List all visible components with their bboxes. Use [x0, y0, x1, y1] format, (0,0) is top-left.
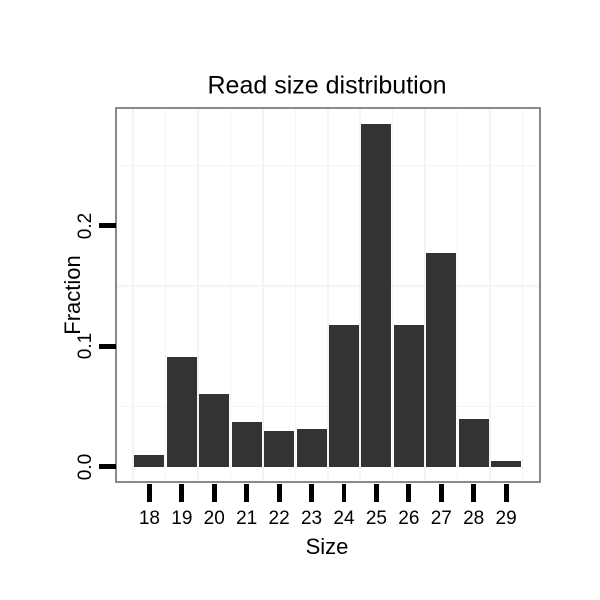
x-tick-25: [374, 484, 379, 502]
x-tick-label-27: 27: [430, 508, 452, 529]
x-tick-19: [179, 484, 185, 502]
minor-gridline-vertical: [521, 108, 524, 481]
bar-28: [458, 418, 489, 467]
x-tick-label-29: 29: [495, 508, 517, 529]
plot-panel: [114, 106, 541, 483]
minor-gridline-horizontal: [116, 285, 539, 287]
bar-25: [361, 124, 392, 467]
bar-27: [426, 253, 457, 467]
minor-gridline-horizontal: [116, 405, 539, 408]
x-axis-title: Size: [305, 534, 349, 559]
y-tick-0.1: [99, 343, 116, 349]
bar-29: [491, 460, 522, 467]
minor-gridline-vertical: [262, 108, 264, 481]
minor-gridline-vertical: [424, 108, 426, 481]
y-tick-0.0: [99, 464, 116, 470]
minor-gridline-vertical: [456, 108, 459, 481]
x-tick-label-19: 19: [171, 508, 193, 529]
x-tick-label-26: 26: [398, 508, 420, 529]
bar-22: [264, 430, 295, 467]
x-tick-18: [147, 484, 152, 502]
x-tick-label-18: 18: [138, 508, 160, 529]
x-tick-label-28: 28: [463, 508, 485, 529]
x-tick-label-20: 20: [203, 508, 225, 529]
bar-23: [296, 429, 327, 467]
chart-title: Read size distribution: [207, 71, 447, 100]
x-tick-28: [471, 484, 477, 502]
x-tick-label-25: 25: [365, 508, 387, 529]
x-tick-22: [276, 484, 282, 502]
x-tick-label-23: 23: [300, 508, 323, 529]
minor-gridline-vertical: [164, 108, 167, 481]
minor-gridline-horizontal: [116, 164, 539, 167]
x-tick-21: [244, 484, 250, 502]
x-tick-26: [406, 484, 412, 502]
minor-gridline-vertical: [294, 108, 297, 481]
minor-gridline-vertical: [132, 108, 134, 481]
bar-19: [166, 357, 197, 467]
minor-gridline-vertical: [197, 108, 199, 481]
y-tick-label-0.2: 0.2: [74, 212, 96, 239]
y-tick-0.2: [99, 223, 116, 229]
bar-20: [199, 394, 230, 467]
x-tick-23: [309, 484, 314, 502]
bar-26: [393, 324, 424, 467]
x-tick-label-21: 21: [236, 508, 258, 529]
x-tick-29: [503, 484, 509, 502]
x-tick-27: [438, 484, 444, 502]
minor-gridline-vertical: [391, 108, 394, 481]
y-tick-label-0.0: 0.0: [74, 453, 96, 480]
minor-gridline-vertical: [229, 108, 232, 481]
minor-gridline-vertical: [489, 108, 491, 481]
bar-18: [134, 454, 165, 467]
x-tick-24: [341, 484, 347, 502]
x-tick-20: [211, 484, 217, 502]
minor-gridline-vertical: [327, 108, 329, 481]
bar-24: [328, 324, 359, 467]
bar-21: [231, 422, 262, 467]
x-tick-label-24: 24: [333, 508, 355, 529]
x-tick-label-22: 22: [268, 508, 290, 529]
minor-gridline-vertical: [359, 108, 361, 481]
y-tick-label-0.1: 0.1: [74, 332, 96, 360]
y-axis-title: Fraction: [60, 255, 85, 335]
